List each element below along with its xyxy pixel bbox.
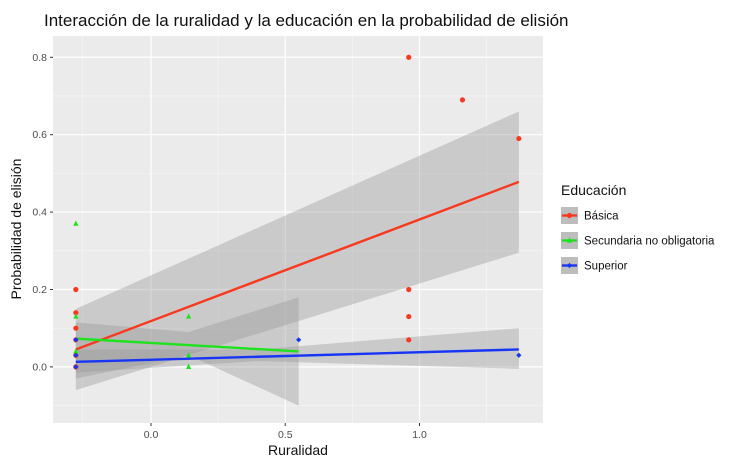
y-tick-label: 0.2 [32, 284, 47, 296]
fit-line [75, 180, 520, 351]
data-point [185, 313, 192, 319]
chart-title: Interacción de la ruralidad y la educaci… [44, 11, 569, 30]
data-point [566, 262, 573, 269]
data-point [406, 54, 412, 60]
data-point [73, 348, 79, 354]
data-point [73, 313, 79, 319]
legend-label: Secundaria no obligatoria [584, 236, 715, 248]
confidence-band [75, 111, 519, 391]
data-point [516, 352, 522, 358]
legend-label: Básica [584, 211, 619, 223]
data-point [406, 286, 412, 293]
data-point [73, 364, 79, 370]
data-points [73, 54, 522, 370]
legend: Educación Básica Secundaria no obligatori… [561, 182, 715, 274]
x-tick-label: 0.5 [278, 429, 293, 441]
x-axis-title: Ruralidad [268, 442, 328, 458]
data-point [185, 352, 192, 358]
y-tick-label: 0.6 [32, 129, 47, 141]
data-point [73, 337, 79, 343]
x-tick-label: 1.0 [412, 429, 427, 441]
data-point [566, 237, 573, 243]
fit-line [75, 348, 519, 364]
y-tick-label: 0.8 [32, 52, 47, 64]
y-axis: 0.0 0.2 0.4 0.6 0.8 [32, 52, 53, 373]
y-tick-label: 0.4 [32, 207, 47, 219]
x-axis: 0.0 0.5 1.0 [144, 423, 427, 441]
data-point [185, 363, 192, 369]
fit-line [75, 337, 299, 353]
legend-title: Educación [561, 182, 626, 198]
grid [53, 36, 543, 423]
legend-label: Superior [584, 261, 628, 273]
data-point [73, 220, 79, 226]
y-tick-label: 0.0 [32, 361, 47, 373]
y-axis-title: Probabilidad de elisión [8, 159, 24, 300]
data-point [516, 135, 522, 142]
data-point [73, 310, 79, 316]
data-point [406, 337, 412, 343]
data-point [296, 337, 302, 343]
data-point [459, 97, 466, 103]
data-point [73, 352, 79, 358]
fit-lines [75, 180, 520, 364]
data-point [406, 313, 412, 320]
data-point [566, 212, 573, 219]
confidence-band [75, 297, 299, 406]
x-tick-label: 0.0 [144, 429, 159, 441]
data-point [73, 325, 79, 331]
data-point [73, 286, 79, 293]
